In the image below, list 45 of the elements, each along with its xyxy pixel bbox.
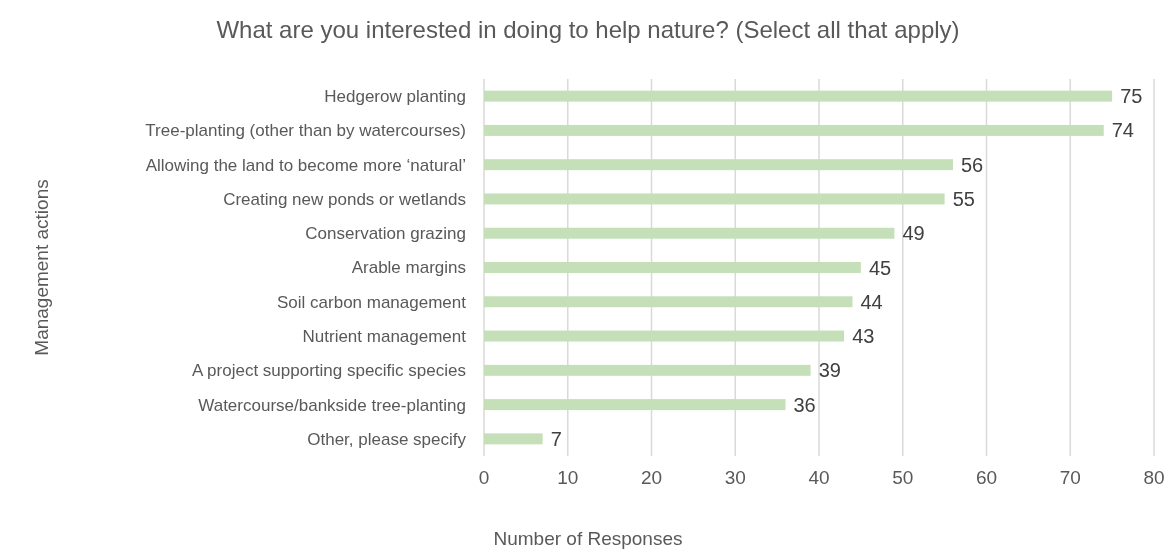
bar: [484, 227, 895, 239]
data-label: 74: [1111, 119, 1134, 142]
bar: [484, 364, 811, 376]
x-tick-label: 30: [724, 467, 746, 488]
bar: [484, 90, 1113, 102]
y-axis-title: Management actions: [31, 179, 52, 356]
bar: [484, 433, 543, 445]
y-tick-label: Arable margins: [351, 258, 466, 278]
x-tick-label: 70: [1059, 467, 1081, 488]
data-label: 36: [793, 393, 816, 416]
bar: [484, 262, 861, 273]
x-tick-label: 60: [975, 467, 998, 488]
data-label: 49: [902, 222, 925, 245]
x-axis-title: Number of Responses: [493, 528, 683, 549]
data-label: 43: [852, 325, 875, 348]
x-tick-label: 0: [478, 467, 490, 488]
data-label: 56: [961, 153, 984, 176]
x-tick-label: 50: [892, 467, 914, 488]
data-label: 75: [1120, 85, 1143, 108]
y-tick-label: Allowing the land to become more ‘natural’: [145, 155, 466, 175]
y-tick-label: Conservation grazing: [305, 224, 466, 244]
y-tick-label: Soil carbon management: [276, 292, 467, 312]
bar: [484, 399, 786, 411]
y-tick-label: Creating new ponds or wetlands: [223, 189, 466, 209]
chart-title: What are you interested in doing to help nature? (Select all that apply): [216, 16, 960, 43]
x-tick-label: 20: [640, 467, 663, 488]
data-label: 55: [952, 187, 975, 210]
data-label: 39: [818, 359, 841, 382]
x-tick-label: 80: [1143, 467, 1165, 488]
bar: [484, 193, 945, 205]
bar: [484, 159, 953, 171]
y-tick-label: Hedgerow planting: [324, 87, 466, 107]
x-tick-label: 40: [808, 467, 830, 488]
y-tick-label: Nutrient management: [302, 327, 467, 346]
y-tick-label: Tree-planting (other than by watercourses): [145, 121, 466, 141]
data-label: 45: [868, 256, 892, 279]
bar: [484, 124, 1104, 136]
y-tick-label: Other, please specify: [307, 429, 467, 449]
data-label: 7: [550, 427, 562, 450]
data-label: 44: [860, 290, 883, 313]
y-tick-label: A project supporting specific species: [191, 361, 466, 381]
bar: [484, 330, 845, 342]
bar: [484, 296, 853, 308]
y-tick-label: Watercourse/bankside tree-planting: [198, 395, 466, 415]
x-tick-label: 10: [557, 467, 579, 488]
